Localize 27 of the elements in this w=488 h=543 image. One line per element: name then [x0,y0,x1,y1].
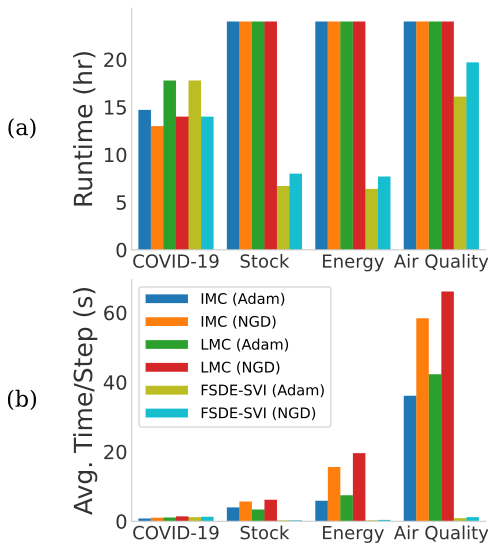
text: (a) [8,118,36,139]
y-tick-label: 10 [104,148,126,162]
x-tick-label: Stock [240,525,290,540]
legend-label: IMC (Adam) [202,292,284,306]
y-tick-label: 5 [116,195,126,210]
x-tick-label: Energy [323,254,384,272]
y-tick-label: 15 [104,100,126,115]
x-tick-label: COVID-19 [133,526,218,540]
x-tick-label: Energy [323,526,384,543]
y-tick-label: 40 [104,375,126,390]
y-axis-title: Avg. Time/Step (s) [73,288,98,515]
legend-label: FSDE-SVI (Adam) [202,384,324,398]
x-tick-label: Air Quality [394,525,488,543]
x-tick-label: Stock [240,254,290,268]
y-tick-label: 60 [104,306,126,320]
y-axis-title: Runtime (hr) [73,52,96,206]
y-tick-label: 0 [116,514,126,529]
legend-label: IMC (NGD) [202,316,276,329]
y-tick-label: 20 [104,444,126,460]
legend-label: LMC (NGD) [202,361,280,374]
x-tick-label: COVID-19 [133,254,218,268]
text: (b) [8,390,36,410]
legend-label: FSDE-SVI (NGD) [202,407,316,420]
y-tick-label: 20 [104,52,126,68]
legend-label: LMC (Adam) [202,338,288,352]
x-tick-label: Air Quality [394,254,488,272]
y-tick-label: 0 [116,242,126,258]
